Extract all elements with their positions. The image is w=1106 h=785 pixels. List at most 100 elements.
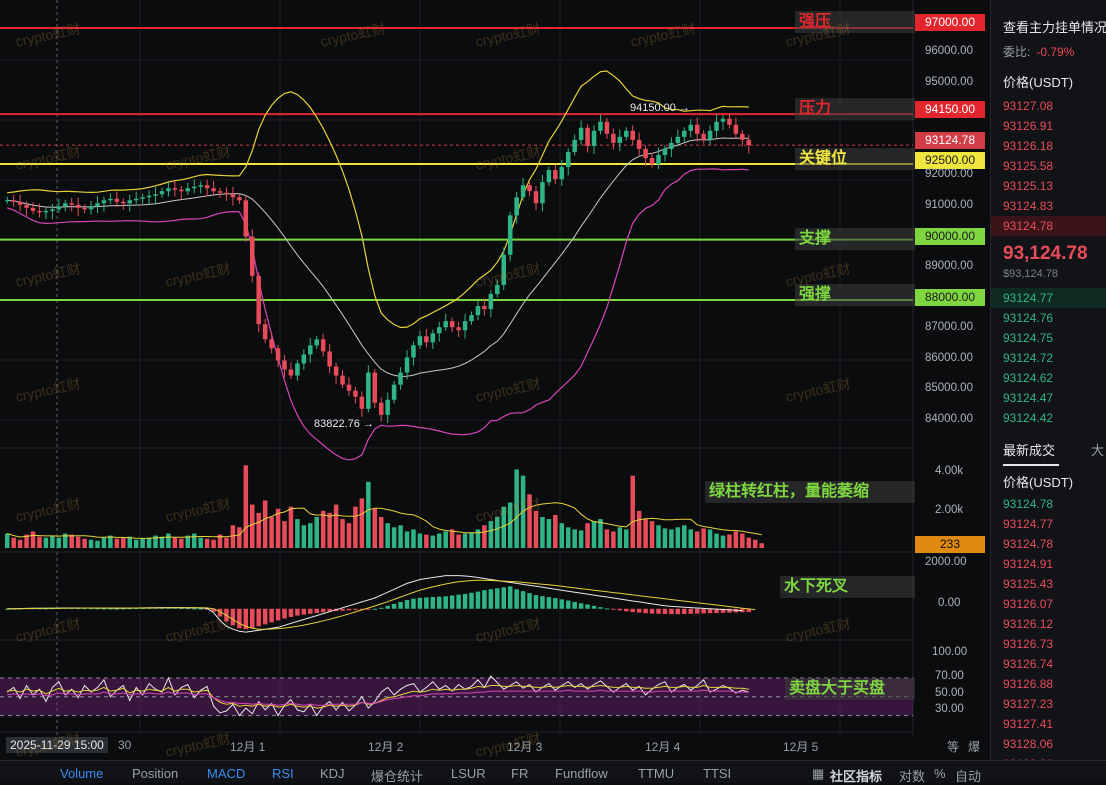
volume-bar bbox=[636, 510, 642, 548]
trade-row[interactable]: 93124.78 bbox=[1003, 497, 1054, 511]
y-tick: 96000.00 bbox=[925, 45, 973, 57]
bid-row[interactable]: 93124.77 bbox=[991, 288, 1106, 308]
recent-trades-label[interactable]: 最新成交 bbox=[1003, 443, 1056, 458]
recent-trades-tab[interactable]: 最新成交 大 bbox=[1003, 440, 1104, 466]
bid-row[interactable]: 93124.62 bbox=[1003, 371, 1054, 385]
bid-row[interactable]: 93124.42 bbox=[1003, 411, 1054, 425]
macd-bar bbox=[101, 608, 107, 610]
bid-row[interactable]: 93124.76 bbox=[1003, 311, 1054, 325]
order-book-title[interactable]: 查看主力挂单情况 bbox=[1003, 20, 1106, 35]
indicator-liquidation[interactable]: 爆仓统计 bbox=[371, 769, 424, 784]
volume-bar bbox=[585, 523, 590, 548]
corner-item[interactable]: 爆 bbox=[968, 740, 981, 754]
trade-row[interactable]: 93126.07 bbox=[1003, 597, 1054, 611]
candle-body bbox=[675, 136, 681, 143]
candle-body bbox=[320, 339, 326, 352]
price-tag-90000: 90000.00 bbox=[915, 228, 985, 245]
price-tag-92500: 92500.00 bbox=[915, 152, 985, 169]
trade-row[interactable]: 93128.06 bbox=[1003, 737, 1054, 751]
macd-bar bbox=[572, 601, 577, 609]
community-indicators-icon[interactable]: ▦ bbox=[812, 766, 825, 781]
trade-row[interactable]: 93126.74 bbox=[1003, 657, 1054, 671]
macd-bar bbox=[353, 608, 358, 610]
indicator-fr[interactable]: FR bbox=[511, 766, 529, 781]
macd-bar bbox=[301, 608, 307, 615]
indicator-fundflow[interactable]: Fundflow bbox=[555, 766, 608, 781]
volume-bar bbox=[127, 536, 132, 548]
volume-bar bbox=[443, 531, 448, 548]
candle-body bbox=[404, 357, 410, 373]
bid-row[interactable]: 93124.75 bbox=[1003, 331, 1054, 345]
macd-bar bbox=[475, 591, 481, 609]
chart-canvas[interactable] bbox=[0, 0, 990, 760]
volume-bar bbox=[295, 519, 300, 548]
volume-bar bbox=[733, 531, 739, 548]
ask-row[interactable]: 93124.83 bbox=[1003, 199, 1054, 213]
trade-row[interactable]: 93124.77 bbox=[1003, 517, 1054, 531]
macd-bar bbox=[424, 597, 429, 609]
candle-body bbox=[520, 185, 526, 198]
low-marker: 83822.76 → bbox=[314, 418, 374, 430]
volume-bar bbox=[501, 506, 506, 548]
macd-bar bbox=[624, 608, 629, 612]
bid-row[interactable]: 93124.72 bbox=[1003, 351, 1054, 365]
percent-scale-toggle[interactable]: % bbox=[934, 766, 946, 781]
volume-bar bbox=[514, 469, 519, 548]
indicator-rsi[interactable]: RSI bbox=[272, 766, 294, 781]
indicator-macd[interactable]: MACD bbox=[207, 766, 246, 781]
candle-body bbox=[217, 191, 223, 193]
candle-body bbox=[694, 124, 700, 134]
volume-bar bbox=[591, 521, 597, 548]
trades-price-header: 价格(USDT) bbox=[1003, 475, 1074, 490]
macd-bar bbox=[662, 608, 668, 615]
macd-bar bbox=[243, 608, 249, 630]
indicator-kdj[interactable]: KDJ bbox=[320, 766, 345, 781]
indicator-position[interactable]: Position bbox=[132, 766, 179, 781]
indicator-lsur[interactable]: LSUR bbox=[451, 766, 486, 781]
volume-tick: 2.00k bbox=[935, 504, 964, 516]
level-annotation-key: 关键位 bbox=[795, 148, 915, 170]
indicator-volume[interactable]: Volume bbox=[60, 766, 104, 781]
candle-body bbox=[507, 215, 513, 255]
log-scale-toggle[interactable]: 对数 bbox=[899, 769, 926, 784]
trade-row[interactable]: 93127.23 bbox=[1003, 697, 1054, 711]
indicator-ttsi[interactable]: TTSI bbox=[703, 766, 732, 781]
low-marker-value: 83822.76 bbox=[314, 418, 360, 430]
macd-bar bbox=[204, 608, 210, 610]
ask-row[interactable]: 93126.91 bbox=[1003, 119, 1054, 133]
macd-bar bbox=[482, 590, 487, 609]
high-marker-value: 94150.00 bbox=[630, 102, 676, 114]
ask-row[interactable]: 93127.08 bbox=[1003, 99, 1054, 113]
tab-underline bbox=[1003, 464, 1059, 466]
volume-bar bbox=[301, 525, 307, 548]
trade-row[interactable]: 93124.91 bbox=[1003, 557, 1054, 571]
trades-tab-more[interactable]: 大 bbox=[1091, 443, 1105, 458]
trade-row[interactable]: 93126.73 bbox=[1003, 637, 1054, 651]
x-tick: 12月 2 bbox=[368, 740, 404, 754]
macd-bar bbox=[507, 586, 513, 609]
ask-row[interactable]: 93124.78 bbox=[991, 216, 1106, 236]
volume-tick: 4.00k bbox=[935, 465, 964, 477]
ask-row[interactable]: 93125.13 bbox=[1003, 179, 1054, 193]
trade-row[interactable]: 93126.88 bbox=[1003, 677, 1054, 691]
community-indicators[interactable]: 社区指标 bbox=[830, 769, 883, 784]
trade-row[interactable]: 93126.12 bbox=[1003, 617, 1054, 631]
ask-row[interactable]: 93125.58 bbox=[1003, 159, 1054, 173]
indicator-ttmu[interactable]: TTMU bbox=[638, 766, 675, 781]
volume-bar bbox=[378, 517, 384, 548]
volume-current-tag: 233 bbox=[915, 536, 985, 553]
ask-row[interactable]: 93126.18 bbox=[1003, 139, 1054, 153]
bid-row[interactable]: 93124.47 bbox=[1003, 391, 1054, 405]
corner-item[interactable]: 等 bbox=[947, 740, 960, 754]
trade-row[interactable]: 93127.41 bbox=[1003, 717, 1054, 731]
trade-row[interactable]: 93125.43 bbox=[1003, 577, 1054, 591]
macd-bar bbox=[649, 608, 655, 614]
auto-scale-toggle[interactable]: 自动 bbox=[955, 769, 982, 784]
candle-body bbox=[288, 369, 294, 376]
volume-bar bbox=[424, 534, 429, 548]
macd-bar bbox=[237, 608, 242, 629]
trade-row[interactable]: 93124.78 bbox=[1003, 537, 1054, 551]
level-annotation-strong-resistance: 强压 bbox=[795, 11, 915, 33]
candle-body bbox=[327, 351, 332, 367]
candle-body bbox=[50, 209, 55, 211]
